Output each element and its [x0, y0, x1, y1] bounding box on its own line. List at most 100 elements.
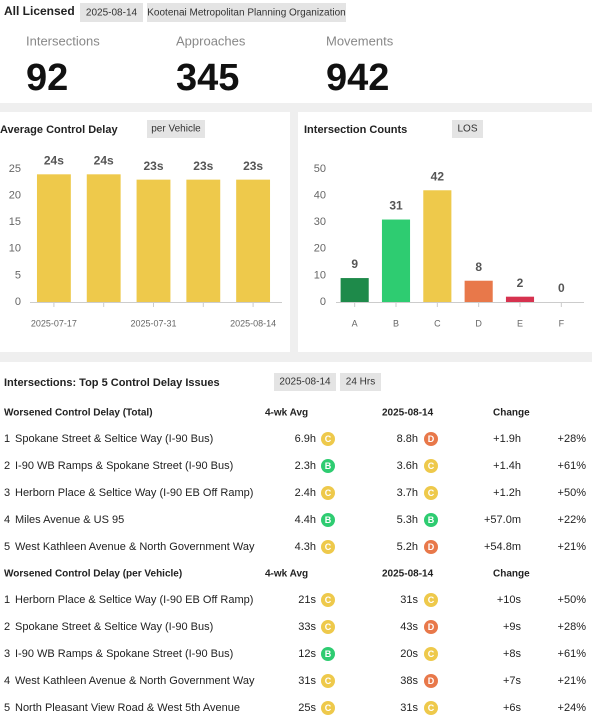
chip[interactable]	[147, 120, 205, 138]
change-value: +9s	[503, 621, 522, 633]
los-badge	[424, 459, 438, 473]
x-tick-label: 2025-08-14	[230, 318, 276, 328]
column-header: 4-wk Avg	[265, 569, 308, 580]
change-percent: +50%	[558, 487, 587, 499]
current-value: 5.2h	[397, 541, 418, 553]
x-tick-label: F	[559, 318, 565, 328]
table-title: Intersections: Top 5 Control Delay Issue…	[4, 377, 220, 389]
change-value: +1.9h	[493, 433, 521, 445]
los-badge	[424, 674, 438, 688]
los-badge	[424, 513, 438, 527]
y-tick-label: 10	[9, 243, 21, 255]
avg-value: 2.3h	[295, 460, 316, 472]
bar	[340, 278, 369, 302]
stat-value: 345	[176, 57, 239, 99]
chip[interactable]	[340, 373, 381, 391]
column-header: 2025-08-14	[382, 569, 434, 580]
avg-value: 12s	[298, 648, 316, 660]
y-tick-label: 5	[15, 269, 21, 281]
column-header: 4-wk Avg	[265, 408, 308, 419]
change-value: +1.4h	[493, 460, 521, 472]
rank: 2	[4, 621, 10, 633]
change-percent: +50%	[558, 594, 587, 606]
table-period[interactable]: 24 Hrs	[346, 377, 375, 388]
bar	[505, 296, 535, 302]
los-letter: B	[325, 649, 332, 659]
intersection-name: Miles Avenue & US 95	[15, 514, 124, 526]
los-letter: C	[325, 542, 332, 552]
current-value: 31s	[400, 594, 418, 606]
chip[interactable]	[274, 373, 336, 391]
los-letter: C	[325, 595, 332, 605]
los-letter: C	[325, 434, 332, 444]
separator	[290, 112, 298, 352]
los-badge	[424, 432, 438, 446]
bar	[381, 219, 411, 302]
chart-title: Intersection Counts	[304, 124, 407, 136]
chip[interactable]	[80, 3, 143, 22]
y-tick-label: 50	[314, 163, 326, 175]
los-letter: C	[428, 649, 435, 659]
value-label: 0	[558, 281, 565, 295]
y-tick-label: 20	[9, 190, 21, 202]
table-date[interactable]: 2025-08-14	[279, 377, 331, 388]
change-percent: +24%	[558, 702, 587, 714]
change-value: +6s	[503, 702, 522, 714]
los-badge	[321, 620, 335, 634]
y-tick-label: 30	[314, 216, 326, 228]
bar	[423, 190, 452, 302]
los-badge	[321, 486, 335, 500]
y-tick-label: 25	[9, 163, 21, 175]
rank: 3	[4, 487, 10, 499]
bar	[136, 179, 171, 302]
y-tick-label: 15	[9, 216, 21, 228]
los-letter: C	[428, 703, 435, 713]
los-badge	[321, 513, 335, 527]
chip[interactable]	[452, 120, 483, 138]
chart-subtitle[interactable]: LOS	[457, 124, 477, 135]
value-label: 24s	[44, 153, 64, 167]
column-header: Worsened Control Delay (per Vehicle)	[4, 569, 182, 580]
column-header: 2025-08-14	[382, 408, 434, 419]
los-badge	[321, 674, 335, 688]
current-value: 5.3h	[397, 514, 418, 526]
y-tick-label: 40	[314, 190, 326, 202]
los-badge	[321, 459, 335, 473]
value-label: 42	[431, 169, 445, 183]
change-percent: +28%	[558, 433, 587, 445]
los-letter: B	[325, 461, 332, 471]
separator	[0, 352, 592, 362]
rank: 5	[4, 541, 10, 553]
header-date[interactable]: 2025-08-14	[86, 8, 138, 19]
los-letter: C	[325, 703, 332, 713]
change-percent: +61%	[558, 648, 587, 660]
change-percent: +21%	[558, 541, 587, 553]
change-value: +7s	[503, 675, 522, 687]
x-tick-label: E	[517, 318, 523, 328]
chip[interactable]	[147, 3, 346, 22]
change-percent: +61%	[558, 460, 587, 472]
los-badge	[321, 540, 335, 554]
y-tick-label: 20	[314, 243, 326, 255]
x-tick-label: A	[352, 318, 358, 328]
intersection-name: I-90 WB Ramps & Spokane Street (I-90 Bus…	[15, 460, 233, 472]
los-badge	[424, 593, 438, 607]
value-label: 23s	[243, 159, 263, 173]
current-value: 3.6h	[397, 460, 418, 472]
change-value: +54.8m	[484, 541, 521, 553]
los-badge	[321, 647, 335, 661]
x-tick-label: B	[393, 318, 399, 328]
avg-value: 2.4h	[295, 487, 316, 499]
rank: 5	[4, 702, 10, 714]
avg-value: 33s	[298, 621, 316, 633]
chart-subtitle[interactable]: per Vehicle	[151, 124, 201, 135]
change-percent: +28%	[558, 621, 587, 633]
value-label: 9	[351, 257, 358, 271]
x-tick-label: D	[475, 318, 482, 328]
intersection-name: Herborn Place & Seltice Way (I-90 EB Off…	[15, 594, 253, 606]
los-badge	[424, 701, 438, 715]
header-organization[interactable]: Kootenai Metropolitan Planning Organizat…	[147, 8, 345, 19]
stat-label: Intersections	[26, 33, 100, 48]
los-letter: D	[428, 542, 435, 552]
